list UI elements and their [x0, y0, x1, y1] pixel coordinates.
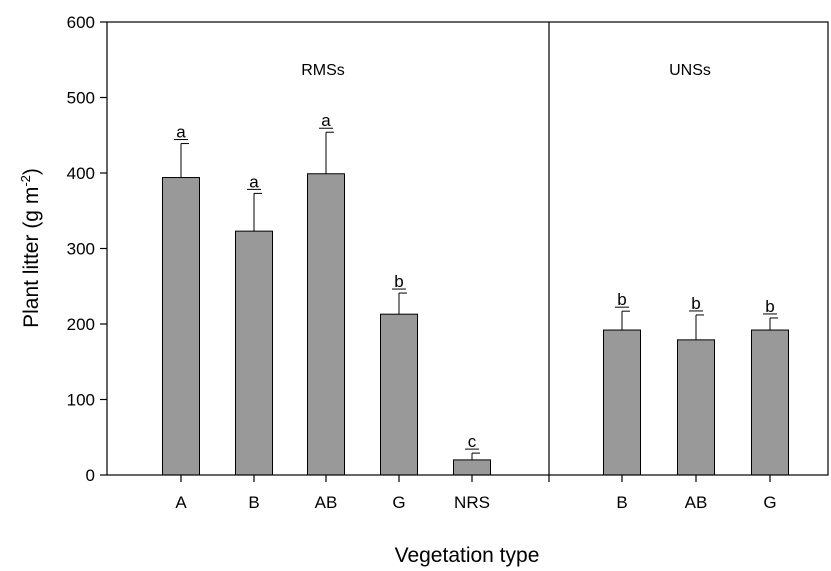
x-axis-title: Vegetation type [395, 544, 540, 567]
y-tick-label: 300 [67, 240, 95, 259]
y-tick-label: 500 [67, 89, 95, 108]
y-axis-ticks: 0 100 200 300 400 500 600 [67, 13, 107, 485]
significance-letter: b [394, 272, 403, 291]
x-tick-label: B [248, 493, 259, 512]
x-tick-label: NRS [454, 493, 490, 512]
significance-letter: a [176, 123, 186, 142]
significance-letter: a [321, 111, 331, 130]
y-tick-label: 200 [67, 315, 95, 334]
bars-layer [162, 173, 789, 476]
group-labels-layer: RMSs UNSs [301, 62, 711, 79]
bar [453, 459, 491, 476]
y-tick-label: 400 [67, 164, 95, 183]
bar [162, 177, 200, 476]
significance-letter: b [617, 290, 626, 309]
significance-letter: c [468, 432, 477, 451]
significance-letter: b [765, 297, 774, 316]
bar [235, 230, 273, 476]
x-tick-label: G [763, 493, 776, 512]
group-label: UNSs [669, 62, 711, 79]
bar [307, 173, 345, 476]
y-tick-label: 100 [67, 391, 95, 410]
bar [751, 329, 789, 476]
x-tick-label: B [616, 493, 627, 512]
y-axis-title-close: ) [20, 168, 43, 175]
x-tick-label: AB [315, 493, 338, 512]
significance-letter: a [249, 172, 259, 191]
bar [603, 329, 641, 476]
error-bars-layer [180, 131, 778, 460]
bar [677, 339, 715, 476]
y-axis-title-main: Plant litter (g m [20, 187, 43, 328]
y-tick-label: 600 [67, 13, 95, 32]
x-tick-label: AB [685, 493, 708, 512]
bar [380, 313, 418, 476]
group-label: RMSs [301, 62, 345, 79]
x-tick-label: G [392, 493, 405, 512]
significance-letter: b [691, 294, 700, 313]
significance-letters-layer: a a a b c b b b [174, 111, 777, 451]
y-tick-label: 0 [86, 466, 95, 485]
x-tick-label: A [175, 493, 187, 512]
y-axis-title-superscript: -2 [18, 175, 33, 187]
y-axis-title: Plant litter (g m-2) [18, 168, 43, 328]
plot-frame [106, 21, 829, 476]
x-axis-ticks: A B AB G NRS B AB G [175, 475, 777, 512]
